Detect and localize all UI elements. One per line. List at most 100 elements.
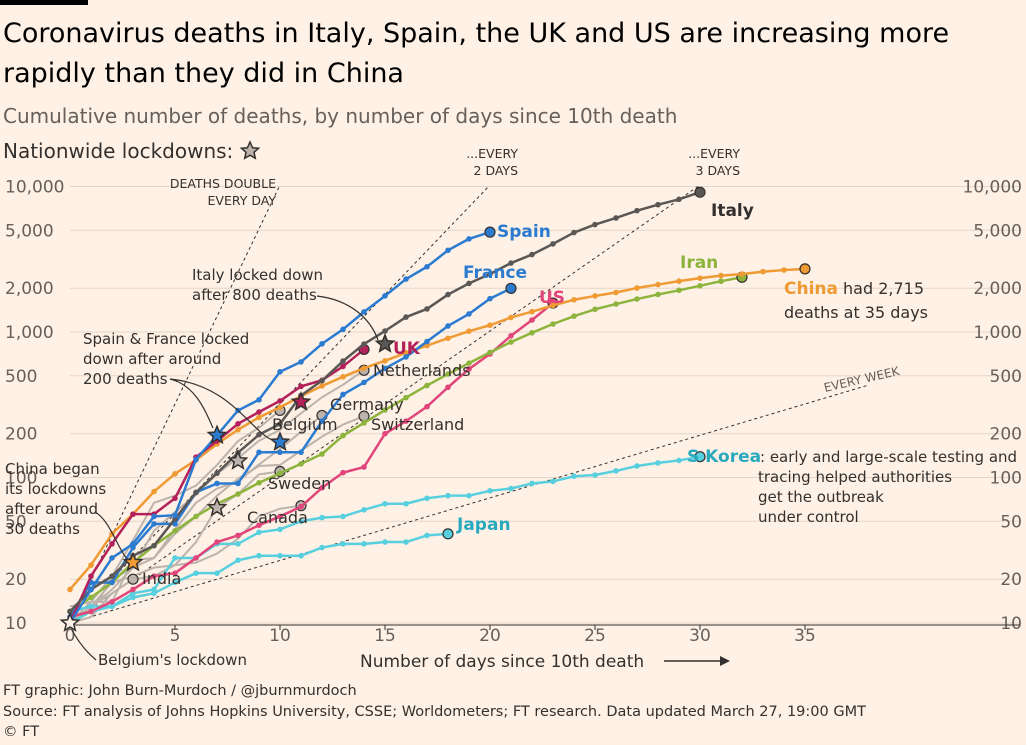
endpoint-marker-france [505, 282, 517, 294]
footer-credit: FT graphic: John Burn-Murdoch / @jburnmu… [3, 683, 357, 699]
chart-subtitle: Cumulative number of deaths, by number o… [3, 104, 678, 128]
data-point-china [340, 374, 346, 380]
data-point-iran [676, 287, 682, 294]
data-point-china [487, 322, 493, 329]
series-label-japan: Japan [456, 515, 511, 535]
data-point-italy [277, 421, 283, 427]
data-point-japan [130, 594, 136, 601]
series-label-italy: Italy [711, 201, 754, 221]
lockdown-star-other [227, 449, 249, 470]
data-point-italy [256, 431, 262, 438]
data-point-spain [298, 359, 304, 365]
data-point-iran [571, 313, 577, 320]
series-label-china: China [784, 279, 838, 299]
x-tick-label: 20 [479, 626, 501, 646]
data-point-italy [655, 201, 661, 208]
y-tick-label-right: 20 [1000, 570, 1022, 590]
data-point-france [235, 480, 241, 487]
annotation-china-lockdown: after around [5, 500, 98, 518]
data-point-us [193, 555, 199, 561]
data-point-skorea [550, 478, 556, 485]
data-point-france [319, 418, 325, 424]
y-tick-label-right: 200 [990, 425, 1022, 445]
data-point-japan [151, 590, 157, 597]
data-point-china [718, 272, 724, 279]
data-point-italy [214, 470, 220, 477]
reference-label-double_3days: ...EVERY [688, 146, 740, 161]
data-point-china [613, 289, 619, 296]
series-label-netherlands: Netherlands [373, 361, 471, 380]
x-tick-label: 35 [794, 626, 816, 646]
data-point-france [445, 323, 451, 329]
data-point-france [256, 449, 262, 456]
data-point-china [151, 488, 157, 495]
data-point-spain [88, 586, 94, 593]
data-point-italy [445, 291, 451, 298]
data-point-china [361, 365, 367, 371]
data-point-spain [424, 263, 430, 270]
data-point-iran [382, 407, 388, 413]
x-tick-label: 25 [584, 626, 606, 646]
data-point-us [109, 598, 115, 605]
x-tick-label: 0 [65, 626, 76, 646]
data-point-china [88, 562, 94, 568]
reference-label-double_daily: DEATHS DOUBLE [170, 176, 276, 191]
data-point-japan [193, 570, 199, 576]
data-point-italy [529, 251, 535, 258]
data-point-japan [319, 544, 325, 551]
y-tick-label-left: 100 [5, 469, 37, 489]
data-point-france [214, 480, 220, 487]
data-point-spain [193, 456, 199, 463]
data-point-iran [445, 371, 451, 377]
data-point-us [361, 464, 367, 470]
lockdown-star-china [122, 551, 144, 572]
data-point-us [424, 403, 430, 410]
endpoint-marker-india [127, 573, 139, 585]
series-label-uk: UK [393, 339, 421, 359]
data-point-skorea [151, 586, 157, 593]
data-point-italy [424, 306, 430, 312]
data-point-spain [340, 326, 346, 333]
data-point-skorea [571, 473, 577, 480]
series-label-france: France [463, 263, 527, 283]
data-point-italy [571, 229, 577, 236]
series-line-france [68, 287, 512, 618]
endpoint-marker-skorea [694, 451, 706, 463]
data-point-spain [109, 555, 115, 561]
data-point-us [466, 366, 472, 372]
data-point-italy [676, 196, 682, 203]
y-tick-label-left: 10 [5, 614, 27, 634]
data-point-spain [382, 293, 388, 299]
data-point-us [382, 430, 388, 437]
data-point-skorea [109, 603, 115, 610]
data-point-italy [613, 215, 619, 221]
y-tick-label-right: 10,000 [963, 178, 1022, 198]
data-point-china [172, 471, 178, 477]
data-point-france [487, 295, 493, 302]
data-point-china [424, 342, 430, 349]
data-point-us [508, 332, 514, 339]
data-point-skorea [403, 500, 409, 507]
data-point-skorea [340, 513, 346, 520]
data-point-france [361, 379, 367, 386]
data-point-france [151, 521, 157, 527]
series-label-us: US [539, 288, 565, 308]
series-label-india: India [142, 569, 181, 588]
data-point-china [676, 278, 682, 284]
data-point-japan [235, 557, 241, 564]
series-note-china: deaths at 35 days [784, 303, 928, 322]
data-point-iran [235, 491, 241, 497]
data-point-iran [718, 278, 724, 285]
series-line-iran [69, 276, 743, 613]
data-point-skorea [592, 472, 598, 478]
data-point-italy [319, 377, 325, 384]
data-point-italy [109, 573, 115, 579]
data-point-china [571, 296, 577, 303]
data-point-skorea [130, 590, 136, 597]
data-point-spain [277, 368, 283, 375]
data-point-skorea [235, 541, 241, 547]
x-axis-arrowhead [720, 656, 730, 666]
data-point-iran [277, 470, 283, 477]
y-tick-label-right: 10 [1000, 614, 1022, 634]
data-point-spain [466, 236, 472, 242]
